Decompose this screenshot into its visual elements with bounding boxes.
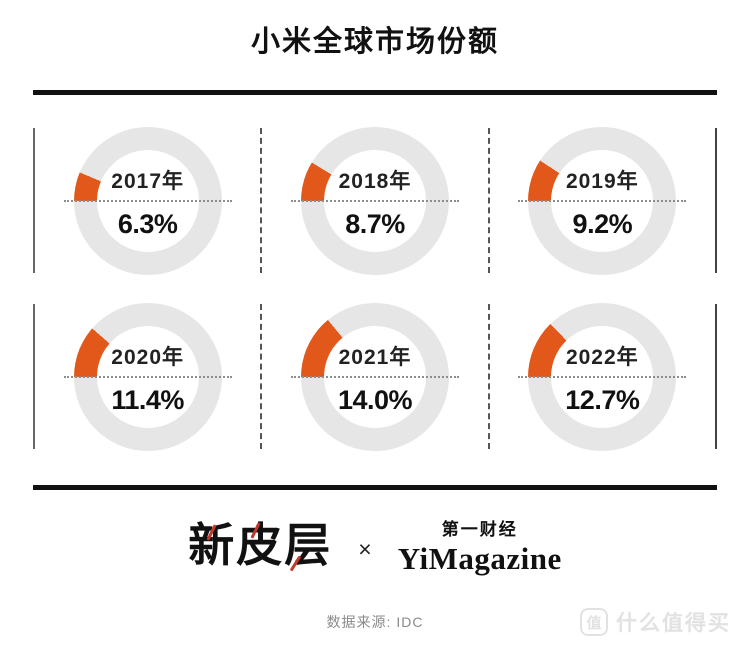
brand-xinpiceng-logo: NEW THING 新皮层 (188, 509, 333, 585)
smzdm-watermark-text: 什么值得买 (616, 612, 731, 635)
donut-percent-label: 6.3% (117, 208, 178, 239)
brand-yicai-tagline: 第一财经 (441, 520, 518, 539)
brand-xinpiceng-text: 新皮层 (188, 520, 333, 571)
donut-year-label: 2019年 (565, 169, 639, 193)
footer-logos: NEW THING 新皮层 × 第一财经 YiMagazine (0, 500, 750, 592)
donut-cell: 2017年 6.3% (35, 126, 263, 275)
brand-yimagazine-logo: 第一财经 YiMagazine (398, 515, 562, 577)
smzdm-badge-icon: 值 (580, 608, 608, 636)
donut-cell: 2021年 14.0% (262, 302, 490, 451)
donut-cell: 2022年 12.7% (490, 302, 715, 451)
donut-year-label: 2022年 (565, 345, 639, 369)
bottom-divider-rule (33, 485, 717, 490)
page-title: 小米全球市场份额 (250, 26, 499, 58)
donut-baseline-dashed (63, 199, 232, 202)
donut-year-label: 2017年 (111, 169, 185, 193)
donut-baseline-dashed (518, 199, 687, 202)
smzdm-watermark: 值 什么值得买 (580, 607, 731, 637)
donut-baseline-dashed (63, 375, 232, 378)
donut-baseline-dashed (290, 375, 459, 378)
donut-cell: 2020年 11.4% (35, 302, 263, 451)
data-source-note: 数据来源: IDC (326, 614, 424, 630)
donut-baseline-dashed (518, 375, 687, 378)
donut-baseline-dashed (290, 199, 459, 202)
donut-percent-label: 8.7% (345, 208, 405, 239)
donut-year-label: 2018年 (338, 169, 412, 193)
donut-cell: 2018年 8.7% (262, 126, 490, 275)
donut-percent-label: 14.0% (337, 384, 413, 415)
donut-cell: 2019年 9.2% (490, 126, 715, 275)
donut-percent-label: 9.2% (572, 208, 633, 239)
donut-year-label: 2021年 (338, 345, 412, 369)
top-divider-rule (33, 90, 717, 95)
brand-yimagazine-text: YiMagazine (397, 541, 562, 576)
donut-percent-label: 12.7% (565, 384, 640, 415)
donut-row-2: 2020年 11.4% 2021年 14.0% 2022年 12.7% (33, 302, 717, 451)
logo-cross-separator: × (358, 535, 372, 562)
donut-row-1: 2017年 6.3% 2018年 8.7% 2019年 9.2% (33, 126, 717, 275)
donut-year-label: 2020年 (111, 345, 185, 369)
donut-percent-label: 11.4% (111, 384, 184, 415)
